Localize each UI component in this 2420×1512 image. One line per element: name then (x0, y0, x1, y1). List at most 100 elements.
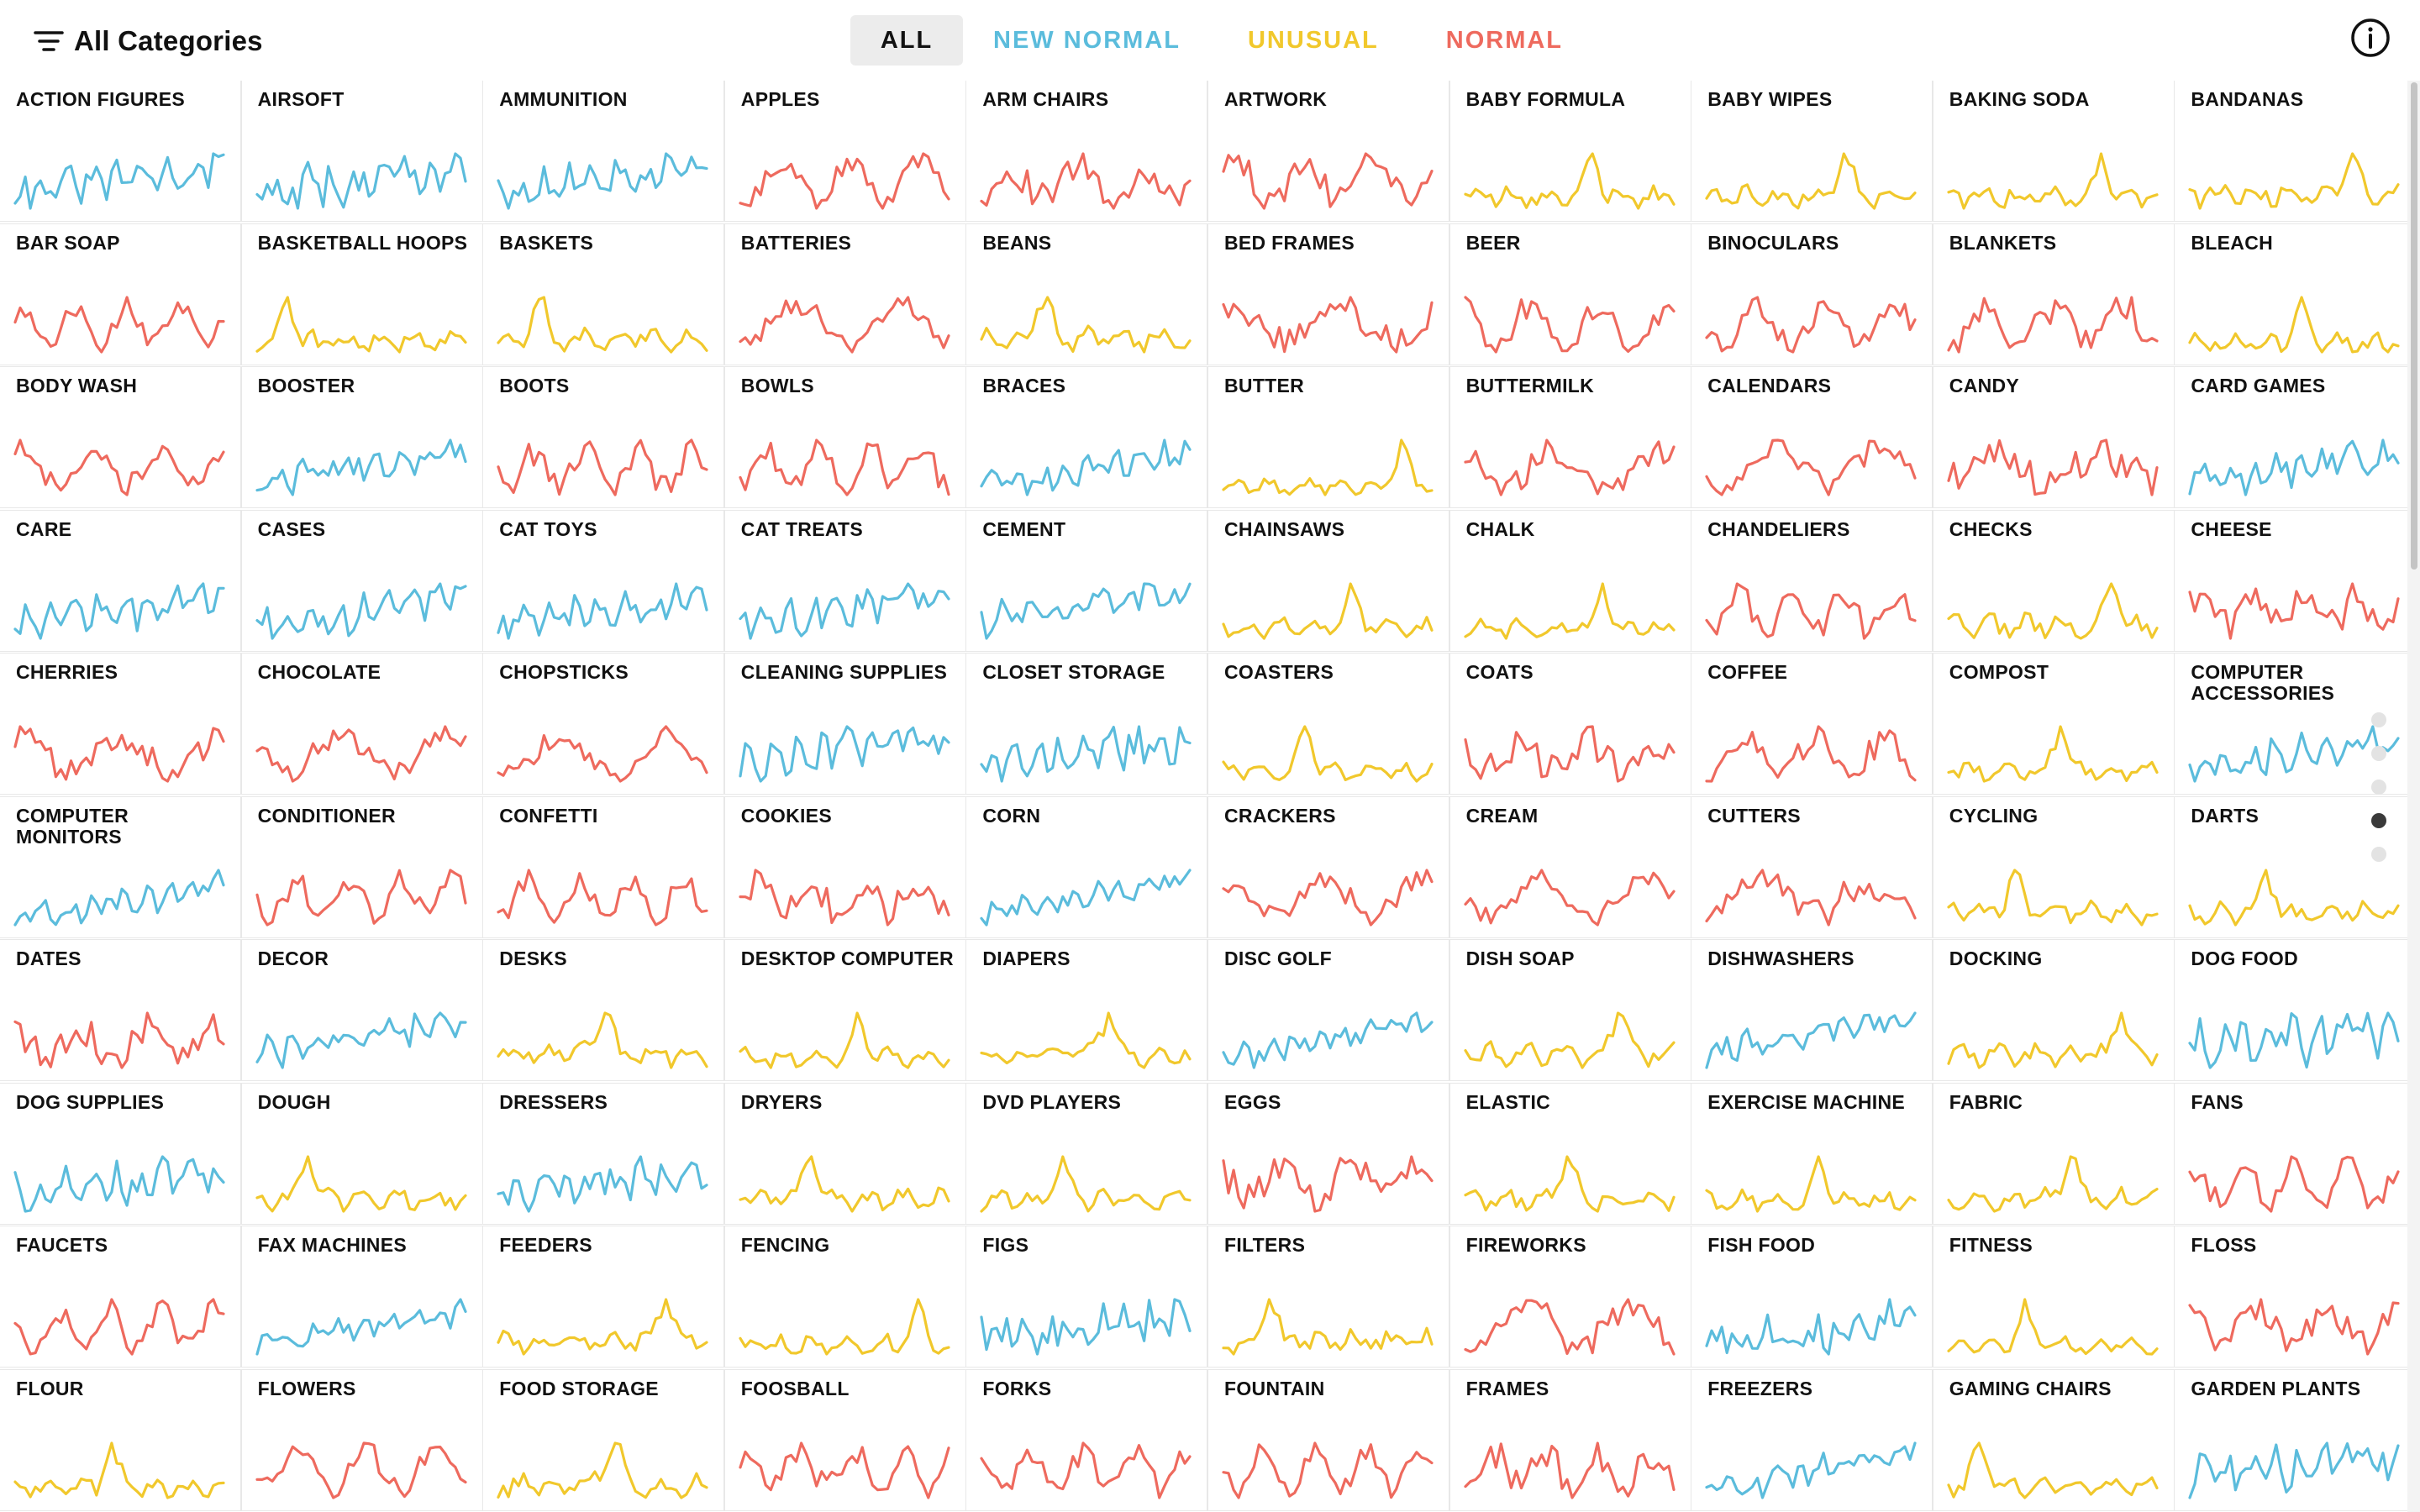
filter-unusual-tab[interactable]: UNUSUAL (1247, 27, 1379, 54)
category-card-cat-treats[interactable]: Cat Treats (724, 510, 965, 651)
category-card-cement[interactable]: Cement (966, 510, 1207, 651)
category-card-chocolate[interactable]: Chocolate (241, 654, 482, 794)
category-card-computer-accessories[interactable]: Computer Accessories (2175, 654, 2407, 794)
category-card-cases[interactable]: Cases (241, 510, 482, 651)
category-card-coffee[interactable]: Coffee (1691, 654, 1933, 794)
category-card-flowers[interactable]: Flowers (241, 1369, 482, 1510)
category-card-dressers[interactable]: Dressers (483, 1083, 724, 1224)
category-card-cat-toys[interactable]: Cat Toys (483, 510, 724, 651)
category-card-dvd-players[interactable]: DVD Players (966, 1083, 1207, 1224)
category-card-diapers[interactable]: Diapers (966, 940, 1207, 1080)
category-card-flour[interactable]: Flour (0, 1369, 240, 1510)
category-card-care[interactable]: Care (0, 510, 240, 651)
category-card-cookies[interactable]: Cookies (724, 796, 965, 937)
category-card-chandeliers[interactable]: Chandeliers (1691, 510, 1933, 651)
category-card-baby-formula[interactable]: Baby Formula (1449, 81, 1691, 221)
category-card-frames[interactable]: Frames (1449, 1369, 1691, 1510)
category-card-exercise-machine[interactable]: Exercise Machine (1691, 1083, 1933, 1224)
category-card-baskets[interactable]: Baskets (483, 223, 724, 365)
page-dot[interactable] (2371, 780, 2386, 795)
category-card-cycling[interactable]: Cycling (1933, 796, 2174, 937)
category-card-booster[interactable]: Booster (241, 367, 482, 507)
category-card-baby-wipes[interactable]: Baby Wipes (1691, 81, 1933, 221)
category-card-gaming-chairs[interactable]: Gaming Chairs (1933, 1369, 2174, 1510)
category-card-basketball-hoops[interactable]: Basketball Hoops (241, 223, 482, 365)
filter-all-tab[interactable]: ALL (850, 15, 963, 66)
category-card-bleach[interactable]: Bleach (2175, 223, 2407, 365)
category-card-dish-soap[interactable]: Dish Soap (1449, 940, 1691, 1080)
category-card-dates[interactable]: Dates (0, 940, 240, 1080)
info-button[interactable] (2349, 17, 2391, 59)
category-card-closet-storage[interactable]: Closet Storage (966, 654, 1207, 794)
category-card-bar-soap[interactable]: Bar Soap (0, 223, 240, 365)
category-card-cream[interactable]: Cream (1449, 796, 1691, 937)
category-card-fish-food[interactable]: Fish Food (1691, 1226, 1933, 1367)
category-card-forks[interactable]: Forks (966, 1369, 1207, 1510)
category-card-braces[interactable]: Braces (966, 367, 1207, 507)
category-card-decor[interactable]: Decor (241, 940, 482, 1080)
category-card-disc-golf[interactable]: Disc Golf (1208, 940, 1449, 1080)
category-card-cutters[interactable]: Cutters (1691, 796, 1933, 937)
category-card-computer-monitors[interactable]: Computer Monitors (0, 796, 240, 937)
category-card-figs[interactable]: Figs (966, 1226, 1207, 1367)
category-card-bandanas[interactable]: Bandanas (2175, 81, 2407, 221)
category-card-butter[interactable]: Butter (1208, 367, 1449, 507)
category-card-boots[interactable]: Boots (483, 367, 724, 507)
category-card-food-storage[interactable]: Food Storage (483, 1369, 724, 1510)
category-card-bed-frames[interactable]: Bed Frames (1208, 223, 1449, 365)
category-card-cleaning-supplies[interactable]: Cleaning Supplies (724, 654, 965, 794)
category-card-bowls[interactable]: Bowls (724, 367, 965, 507)
category-card-garden-plants[interactable]: Garden Plants (2175, 1369, 2407, 1510)
category-card-fax-machines[interactable]: Fax Machines (241, 1226, 482, 1367)
category-card-floss[interactable]: Floss (2175, 1226, 2407, 1367)
category-card-fireworks[interactable]: Fireworks (1449, 1226, 1691, 1367)
category-card-fountain[interactable]: Fountain (1208, 1369, 1449, 1510)
category-card-faucets[interactable]: Faucets (0, 1226, 240, 1367)
filter-normal-tab[interactable]: NORMAL (1445, 27, 1564, 54)
category-card-buttermilk[interactable]: Buttermilk (1449, 367, 1691, 507)
category-card-chalk[interactable]: Chalk (1449, 510, 1691, 651)
category-card-baking-soda[interactable]: Baking Soda (1933, 81, 2174, 221)
category-card-dough[interactable]: Dough (241, 1083, 482, 1224)
category-card-freezers[interactable]: Freezers (1691, 1369, 1933, 1510)
category-card-fabric[interactable]: Fabric (1933, 1083, 2174, 1224)
category-card-dog-food[interactable]: Dog Food (2175, 940, 2407, 1080)
category-card-desks[interactable]: Desks (483, 940, 724, 1080)
category-card-candy[interactable]: Candy (1933, 367, 2174, 507)
category-card-conditioner[interactable]: Conditioner (241, 796, 482, 937)
category-card-chopsticks[interactable]: Chopsticks (483, 654, 724, 794)
category-card-card-games[interactable]: Card Games (2175, 367, 2407, 507)
category-card-dryers[interactable]: Dryers (724, 1083, 965, 1224)
page-dot[interactable] (2371, 813, 2386, 828)
category-card-eggs[interactable]: Eggs (1208, 1083, 1449, 1224)
category-card-elastic[interactable]: Elastic (1449, 1083, 1691, 1224)
category-card-blankets[interactable]: Blankets (1933, 223, 2174, 365)
category-card-batteries[interactable]: Batteries (724, 223, 965, 365)
category-card-beer[interactable]: Beer (1449, 223, 1691, 365)
scrollbar-thumb[interactable] (2411, 82, 2417, 570)
filter-new-normal-tab[interactable]: NEW NORMAL (993, 27, 1181, 54)
category-card-coasters[interactable]: Coasters (1208, 654, 1449, 794)
category-card-airsoft[interactable]: Airsoft (241, 81, 482, 221)
category-card-fitness[interactable]: Fitness (1933, 1226, 2174, 1367)
category-card-desktop-computer[interactable]: Desktop Computer (724, 940, 965, 1080)
category-card-coats[interactable]: Coats (1449, 654, 1691, 794)
category-card-darts[interactable]: Darts (2175, 796, 2407, 937)
category-card-fans[interactable]: Fans (2175, 1083, 2407, 1224)
category-card-compost[interactable]: Compost (1933, 654, 2174, 794)
category-card-crackers[interactable]: Crackers (1208, 796, 1449, 937)
category-card-corn[interactable]: Corn (966, 796, 1207, 937)
category-card-feeders[interactable]: Feeders (483, 1226, 724, 1367)
category-card-fencing[interactable]: Fencing (724, 1226, 965, 1367)
category-card-filters[interactable]: Filters (1208, 1226, 1449, 1367)
category-card-checks[interactable]: Checks (1933, 510, 2174, 651)
category-card-dishwashers[interactable]: Dishwashers (1691, 940, 1933, 1080)
category-card-action-figures[interactable]: Action Figures (0, 81, 240, 221)
category-card-docking[interactable]: Docking (1933, 940, 2174, 1080)
category-card-apples[interactable]: Apples (724, 81, 965, 221)
category-menu-button[interactable]: All Categories (32, 22, 263, 60)
category-card-foosball[interactable]: Foosball (724, 1369, 965, 1510)
category-card-artwork[interactable]: Artwork (1208, 81, 1449, 221)
category-card-binoculars[interactable]: Binoculars (1691, 223, 1933, 365)
category-card-beans[interactable]: Beans (966, 223, 1207, 365)
